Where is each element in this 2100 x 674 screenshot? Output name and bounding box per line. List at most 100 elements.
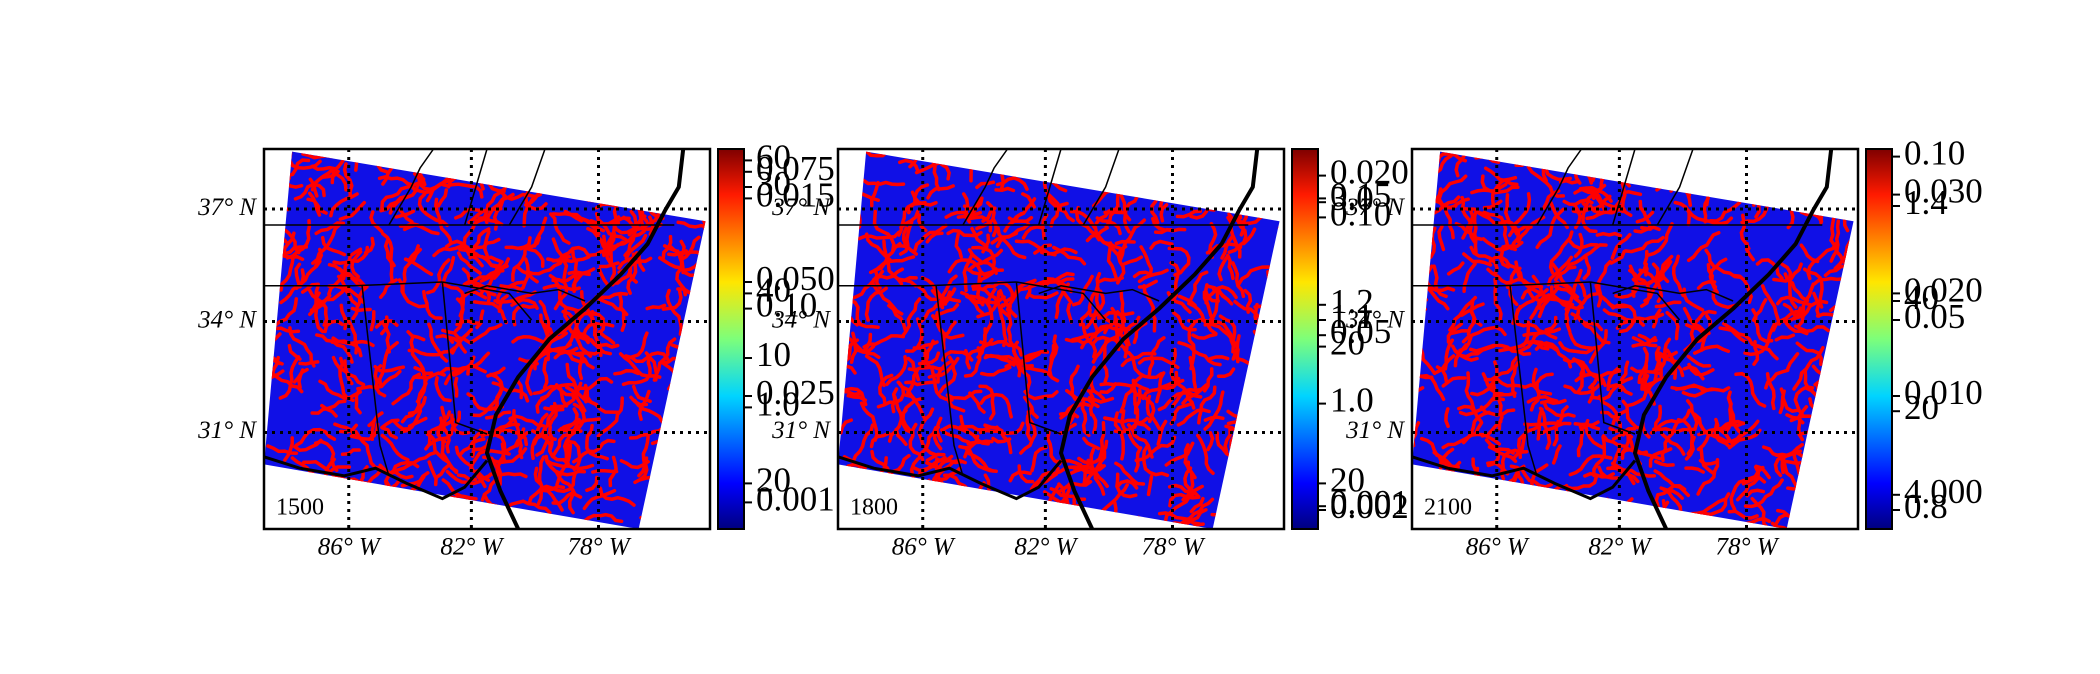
streak <box>425 417 456 437</box>
streak <box>1127 154 1148 184</box>
streak <box>1091 413 1098 435</box>
streak <box>944 210 983 219</box>
streak <box>1168 492 1201 508</box>
streak <box>542 283 581 292</box>
state-border <box>508 149 546 226</box>
streak <box>1558 178 1580 185</box>
streak <box>1552 522 1579 529</box>
streak <box>1751 298 1768 322</box>
streak <box>559 402 587 433</box>
streak <box>311 284 347 312</box>
streak <box>1072 170 1094 177</box>
coastline <box>1412 455 1637 501</box>
streak <box>1047 334 1059 378</box>
streak <box>330 465 352 472</box>
streak <box>685 164 705 186</box>
streak <box>1687 362 1715 377</box>
streak <box>1480 419 1503 438</box>
state-border <box>1016 281 1107 321</box>
streak <box>536 455 546 506</box>
streak <box>1220 234 1235 260</box>
streak <box>1476 211 1496 225</box>
streak <box>908 422 925 462</box>
streak <box>1527 284 1546 302</box>
streak <box>433 510 460 519</box>
streak <box>488 372 504 412</box>
colorbar-gradient <box>1865 148 1893 530</box>
streak <box>427 460 438 487</box>
streak <box>976 290 1001 319</box>
streak <box>1825 186 1854 205</box>
streak <box>898 220 914 256</box>
streak <box>960 290 985 315</box>
lon-label: 78° W <box>1141 534 1205 561</box>
streak <box>544 458 595 471</box>
streak <box>453 169 495 182</box>
panel-label: 1500 <box>276 495 324 521</box>
streak <box>1608 426 1634 439</box>
streak <box>1625 373 1650 408</box>
streak <box>553 279 585 317</box>
streak <box>482 181 509 225</box>
state-border <box>1082 149 1120 226</box>
streak <box>314 284 325 334</box>
streak <box>327 480 344 512</box>
streak <box>441 255 456 288</box>
streak <box>1600 159 1627 181</box>
streak <box>1824 441 1838 461</box>
streak <box>483 229 500 269</box>
streak <box>1627 155 1661 168</box>
streak <box>1719 421 1745 432</box>
streak <box>565 310 598 348</box>
streak <box>979 339 1023 357</box>
streak <box>551 278 569 311</box>
streak <box>527 484 566 506</box>
streak <box>551 490 575 506</box>
streak <box>946 228 983 238</box>
streak <box>907 339 935 372</box>
streak <box>1188 270 1209 304</box>
colorbar-label: 0.075 <box>756 149 835 188</box>
streak <box>1231 261 1246 299</box>
streak <box>1595 497 1606 529</box>
streak <box>378 463 414 480</box>
streak <box>873 255 916 272</box>
streak <box>1191 332 1218 340</box>
streak <box>585 423 609 461</box>
streak <box>549 212 571 245</box>
streak <box>1419 224 1429 245</box>
lon-label: 78° W <box>1715 534 1779 561</box>
streak <box>538 299 551 343</box>
coastline <box>484 149 686 529</box>
streak <box>1544 315 1558 332</box>
streak <box>535 427 549 457</box>
streak <box>1149 239 1174 250</box>
streak <box>1008 197 1037 226</box>
streak <box>1619 447 1662 461</box>
streak <box>623 209 639 258</box>
streak <box>363 236 376 255</box>
colorbar-label: 40 <box>1904 278 1939 317</box>
lon-label: 82° W <box>440 534 504 561</box>
streak <box>1115 328 1129 359</box>
panel-label: 1800 <box>850 495 898 521</box>
streak <box>851 230 901 241</box>
streak <box>1504 516 1542 529</box>
streak <box>292 367 309 384</box>
streak <box>979 392 1013 419</box>
state-border <box>935 285 964 477</box>
streak <box>380 184 415 210</box>
streak <box>871 282 904 316</box>
streak <box>1815 482 1854 505</box>
streak <box>582 488 617 511</box>
streak <box>1482 210 1510 248</box>
streak <box>1177 340 1222 367</box>
streak <box>637 434 650 478</box>
streak <box>1654 259 1673 283</box>
streak <box>1448 218 1455 240</box>
streak <box>631 151 662 159</box>
streak <box>927 478 946 523</box>
streak <box>1734 371 1767 408</box>
streak <box>853 212 862 233</box>
